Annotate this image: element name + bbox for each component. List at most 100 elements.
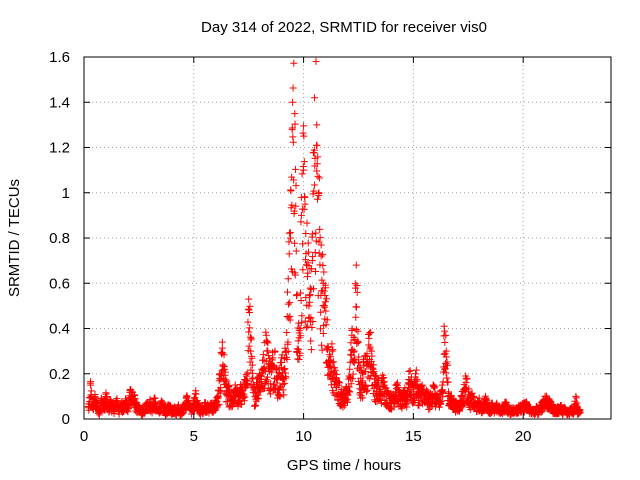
- data-point: [316, 234, 324, 242]
- data-point: [319, 251, 327, 259]
- data-point: [337, 388, 345, 396]
- data-point: [278, 358, 286, 366]
- data-point: [539, 397, 547, 405]
- data-point: [412, 370, 420, 378]
- data-point: [128, 388, 136, 396]
- data-point: [353, 282, 361, 290]
- data-point: [423, 388, 431, 396]
- data-point: [295, 329, 303, 337]
- data-point: [442, 353, 450, 361]
- data-point: [245, 295, 253, 303]
- data-point: [327, 353, 335, 361]
- data-point: [281, 344, 289, 352]
- data-point: [294, 337, 302, 345]
- data-point: [370, 361, 378, 369]
- data-point: [352, 313, 360, 321]
- data-point: [264, 347, 272, 355]
- data-point: [269, 354, 277, 362]
- data-point: [298, 312, 306, 320]
- data-point: [300, 205, 308, 213]
- y-tick-label: 1.2: [49, 140, 70, 157]
- data-point: [348, 331, 356, 339]
- data-point: [308, 257, 316, 265]
- data-point: [291, 120, 299, 128]
- data-point: [308, 230, 316, 238]
- y-tick-label: 0.4: [49, 321, 70, 338]
- data-point: [556, 401, 564, 409]
- data-point: [299, 266, 307, 274]
- data-point: [286, 316, 294, 324]
- data-point: [377, 399, 385, 407]
- data-point: [87, 381, 95, 389]
- data-point: [354, 358, 362, 366]
- data-point: [311, 94, 319, 102]
- data-point: [322, 321, 330, 329]
- data-point: [248, 354, 256, 362]
- data-point: [314, 172, 322, 180]
- data-point: [319, 330, 327, 338]
- data-point: [442, 331, 450, 339]
- data-point: [275, 370, 283, 378]
- data-point: [159, 401, 167, 409]
- data-point: [458, 392, 466, 400]
- data-point: [100, 401, 108, 409]
- data-point: [429, 381, 437, 389]
- data-point: [350, 347, 358, 355]
- data-point: [462, 374, 470, 382]
- data-point: [301, 200, 309, 208]
- data-point: [304, 269, 312, 277]
- data-point: [298, 170, 306, 178]
- data-point: [229, 392, 237, 400]
- data-point: [317, 252, 325, 260]
- data-point: [379, 374, 387, 382]
- data-point: [491, 406, 499, 414]
- data-point: [289, 84, 297, 92]
- data-point: [363, 388, 371, 396]
- data-point: [486, 404, 494, 412]
- data-point: [238, 388, 246, 396]
- data-point: [240, 381, 248, 389]
- data-point: [354, 327, 362, 335]
- data-point: [179, 404, 187, 412]
- data-point: [290, 59, 298, 67]
- data-point: [431, 383, 439, 391]
- data-point: [374, 381, 382, 389]
- data-point: [409, 388, 417, 396]
- data-point: [291, 271, 299, 279]
- data-point: [263, 338, 271, 346]
- data-point: [308, 323, 316, 331]
- data-point: [292, 182, 300, 190]
- data-point: [387, 395, 395, 403]
- data-point: [406, 367, 414, 375]
- data-point: [346, 365, 354, 373]
- data-point: [341, 386, 349, 394]
- x-axis-label: GPS time / hours: [287, 457, 401, 474]
- data-point: [322, 284, 330, 292]
- data-point: [267, 368, 275, 376]
- data-point: [406, 376, 414, 384]
- data-point: [295, 356, 303, 364]
- data-point: [106, 397, 114, 405]
- data-point: [356, 363, 364, 371]
- y-tick-label: 0.2: [49, 366, 70, 383]
- data-point: [276, 393, 284, 401]
- data-point: [431, 390, 439, 398]
- data-point: [288, 201, 296, 209]
- data-point: [330, 370, 338, 378]
- data-point: [252, 401, 260, 409]
- data-point: [414, 383, 422, 391]
- data-point: [246, 324, 254, 332]
- data-point: [273, 374, 281, 382]
- data-point: [415, 402, 423, 410]
- data-point: [330, 358, 338, 366]
- data-point: [216, 370, 224, 378]
- data-point: [561, 404, 569, 412]
- data-point: [181, 399, 189, 407]
- data-point: [146, 397, 154, 405]
- data-point: [311, 248, 319, 256]
- data-point: [287, 187, 295, 195]
- data-point: [166, 401, 174, 409]
- data-point: [570, 406, 578, 414]
- data-point: [361, 381, 369, 389]
- data-point: [460, 401, 468, 409]
